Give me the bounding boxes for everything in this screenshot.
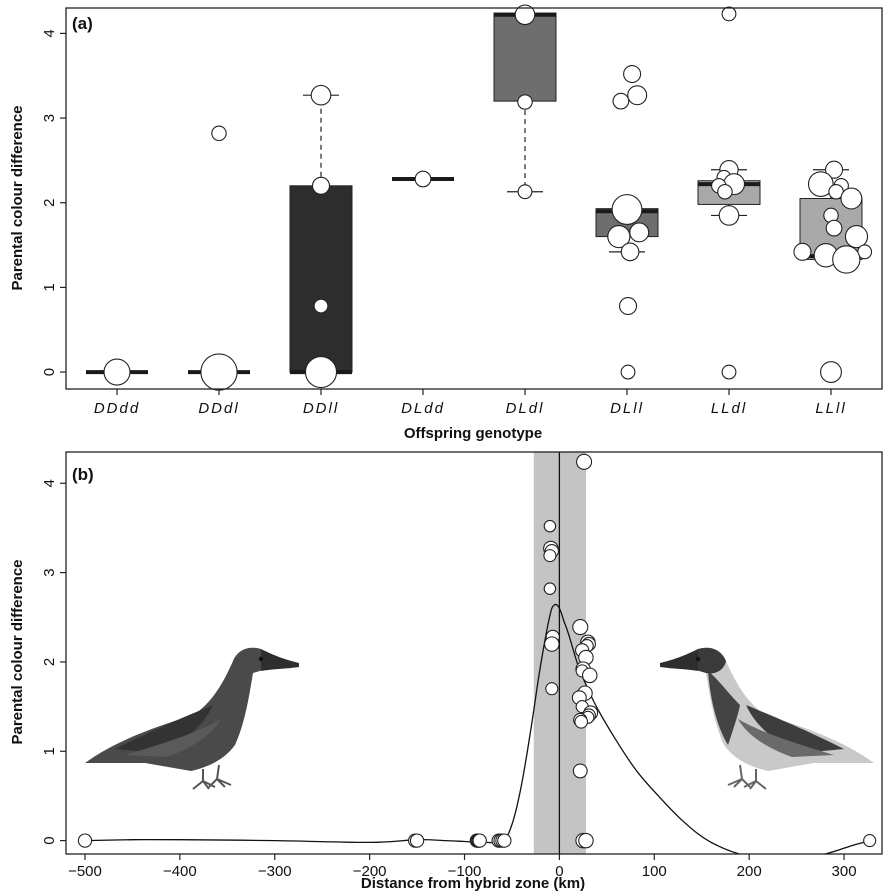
panel-b-x-tick-label: −300 xyxy=(258,863,292,880)
data-point xyxy=(718,205,740,226)
data-point xyxy=(612,92,630,110)
data-point xyxy=(825,160,844,179)
data-point xyxy=(543,519,557,533)
genotype-label: DDdd xyxy=(94,400,140,417)
data-point xyxy=(582,667,598,684)
data-point xyxy=(844,225,869,249)
data-point xyxy=(611,194,643,225)
data-point xyxy=(627,85,648,106)
data-point xyxy=(517,184,533,200)
data-point xyxy=(574,714,589,729)
data-point xyxy=(825,219,843,237)
data-point xyxy=(313,298,329,314)
data-point xyxy=(620,364,636,380)
data-point xyxy=(863,834,877,848)
panel-b-y-tick-label: 4 xyxy=(41,479,58,487)
data-point xyxy=(543,582,557,595)
data-point xyxy=(721,364,737,380)
data-point xyxy=(497,833,512,848)
boxplot-boxes xyxy=(86,12,863,375)
genotype-label: LLll xyxy=(815,400,846,417)
panel-b-y-tick-label: 0 xyxy=(41,836,58,844)
panel-b-frame xyxy=(65,451,883,855)
data-point xyxy=(807,171,834,197)
panel-a-label: (a) xyxy=(72,14,93,33)
box-body xyxy=(493,12,557,102)
genotype-label: DDdl xyxy=(198,400,239,417)
panel-b-x-tick-label: −100 xyxy=(448,863,482,880)
genotype-label: DLdl xyxy=(506,400,545,417)
box-DDll xyxy=(289,94,353,375)
data-point xyxy=(414,170,432,188)
panel-b-y-axis-label: Parental colour difference xyxy=(9,559,26,744)
data-point xyxy=(310,84,332,106)
data-point xyxy=(200,353,238,391)
panel-b-x-tick-label: 100 xyxy=(642,863,667,880)
data-point xyxy=(572,763,588,779)
panel-b-x-tick-label: −200 xyxy=(353,863,387,880)
data-point xyxy=(409,833,425,848)
box-body xyxy=(289,185,353,373)
panel-a-x-ticks: DDdd DDdl DDll DLdd DLdl DLll LLdl LLll xyxy=(94,389,846,417)
panel-a-y-tick-label: 1 xyxy=(41,283,58,291)
panel-b-x-tick-label: 200 xyxy=(737,863,762,880)
data-point xyxy=(211,125,227,142)
data-point xyxy=(543,549,557,563)
data-point xyxy=(77,833,93,848)
data-point xyxy=(304,355,338,389)
panel-a-y-ticks: 0 1 2 3 4 xyxy=(41,29,66,376)
data-point xyxy=(840,187,863,210)
hooded-crow-illustration xyxy=(660,647,874,790)
genotype-label: LLdl xyxy=(711,400,747,417)
data-point xyxy=(578,832,594,849)
panel-b-y-tick-label: 1 xyxy=(41,747,58,755)
data-point xyxy=(545,682,559,696)
panel-b-x-tick-label: −500 xyxy=(68,863,102,880)
panel-a-y-tick-label: 2 xyxy=(41,199,58,207)
panel-b-label: (b) xyxy=(72,465,94,484)
data-point xyxy=(820,361,842,384)
panel-a-y-tick-label: 4 xyxy=(41,29,58,37)
data-point xyxy=(607,225,631,249)
genotype-label: DDll xyxy=(303,400,339,417)
data-point xyxy=(517,94,533,110)
genotype-label: DLdd xyxy=(401,400,445,417)
data-point xyxy=(472,833,487,848)
panel-b-y-tick-label: 3 xyxy=(41,568,58,576)
panel-b: (b) 0 1 2 3 4 −500 −400 −300 −200 −100 0 100 200 300… xyxy=(9,451,883,892)
panel-a: (a) 0 1 2 3 4 DDdd DDdl DDll DLdd DLdl DLll LLdl LL… xyxy=(9,4,883,442)
data-point xyxy=(572,619,589,636)
panel-a-frame xyxy=(65,7,883,390)
data-point xyxy=(544,636,560,652)
panel-a-y-tick-label: 0 xyxy=(41,368,58,376)
panel-b-y-ticks: 0 1 2 3 4 xyxy=(41,479,66,845)
panel-b-y-tick-label: 2 xyxy=(41,658,58,666)
data-point xyxy=(311,176,331,195)
data-point xyxy=(576,453,593,470)
boxplot-points xyxy=(103,4,873,391)
data-point xyxy=(623,65,642,84)
data-point xyxy=(793,242,812,261)
panel-a-x-axis-label: Offspring genotype xyxy=(404,425,542,442)
panel-b-x-tick-label: 300 xyxy=(832,863,857,880)
panel-b-x-axis-label: Distance from hybrid zone (km) xyxy=(361,875,585,892)
data-point xyxy=(514,4,536,26)
data-point xyxy=(103,358,131,386)
data-point xyxy=(832,245,861,274)
data-point xyxy=(629,222,650,243)
panel-b-x-tick-label: 0 xyxy=(555,863,563,880)
scatter-points xyxy=(77,453,877,849)
panel-b-x-tick-label: −400 xyxy=(163,863,197,880)
genotype-label: DLll xyxy=(610,400,644,417)
panel-a-y-axis-label: Parental colour difference xyxy=(9,105,26,290)
data-point xyxy=(620,242,640,262)
data-point xyxy=(721,6,737,22)
carrion-crow-illustration xyxy=(85,647,299,790)
panel-a-y-tick-label: 3 xyxy=(41,114,58,122)
data-point xyxy=(618,296,638,316)
panel-b-x-ticks: −500 −400 −300 −200 −100 0 100 200 300 xyxy=(68,854,857,880)
data-point xyxy=(717,183,733,200)
